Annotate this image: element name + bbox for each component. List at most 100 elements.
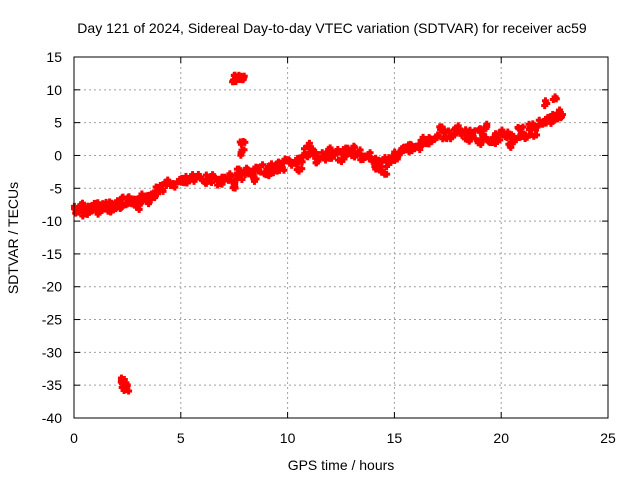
data-point [241,138,249,146]
data-point [233,176,241,184]
data-point [544,114,552,122]
data-point [303,152,311,160]
y-tick-label: -15 [42,246,62,262]
chart-title: Day 121 of 2024, Sidereal Day-to-day VTE… [77,20,587,36]
data-point [231,184,239,192]
series-scatter-band [79,93,560,220]
data-point [75,208,83,216]
data-point [438,123,446,131]
data-point [125,387,133,395]
data-point [339,146,347,154]
data-point [533,131,541,139]
data-point [195,173,203,181]
data-point [215,177,223,185]
x-tick-labels: 0 5 10 15 20 25 [70,430,616,446]
data-point [419,133,427,141]
data-point [523,133,531,141]
series-outlier-high [229,71,248,86]
plot-frame [73,56,609,419]
data-point [428,137,436,145]
data-point [411,145,419,153]
data-point [452,127,460,135]
data-point [479,130,487,138]
data-point [351,144,359,152]
data-point [498,128,506,136]
data-point [237,140,245,148]
data-point [406,140,414,148]
data-point [477,126,485,134]
data-point [113,203,121,211]
data-point [165,179,173,187]
y-tick-label: 10 [46,82,62,98]
data-point [422,140,430,148]
data-point [507,143,515,151]
data-point [199,177,207,185]
data-point [259,161,267,169]
data-point [202,171,210,179]
data-point [464,128,472,136]
data-point [235,71,243,79]
data-point [430,136,438,144]
data-point [293,166,301,174]
data-point [471,127,479,135]
data-point [547,119,555,127]
data-point [286,157,294,165]
data-point [466,126,474,134]
grid [74,57,608,418]
data-point [231,71,239,79]
data-point [159,187,167,195]
data-point [527,130,535,138]
ticks [73,56,609,419]
data-point [101,205,109,213]
y-tick-label: -40 [42,410,62,426]
data-point [238,176,246,184]
data-point [308,149,316,157]
data-point [391,148,399,156]
data-point [214,181,222,189]
data-point [322,151,330,159]
data-point [116,204,124,212]
data-point [484,137,492,145]
data-point [334,145,342,153]
x-tick-label: 5 [177,430,185,446]
y-tick-label: -5 [50,180,63,196]
data-point [102,198,110,206]
data-point [115,200,123,208]
data-point [492,130,500,138]
data-point [378,168,386,176]
x-axis-label: GPS time / hours [288,457,395,473]
data-point [543,100,551,108]
data-point [292,160,300,168]
data-point [208,178,216,186]
data-point [357,152,365,160]
data-point [444,127,452,135]
y-axis-label: SDTVAR / TECUs [5,182,21,294]
data-point [288,161,296,169]
data-point [267,169,275,177]
data-point [134,198,142,206]
data-point [120,375,128,383]
data-point [465,133,473,141]
data-point [113,197,121,205]
data-point [144,197,152,205]
data-point [135,205,143,213]
data-point [359,156,367,164]
data-point [264,163,272,171]
data-point [257,168,265,176]
data-point [298,165,306,173]
data-point [508,131,516,139]
data-point [521,131,529,139]
data-point [301,145,309,153]
data-point [443,135,451,143]
data-point [249,169,257,177]
y-tick-label: 5 [54,115,62,131]
data-point [240,73,248,81]
data-point [298,153,306,161]
data-point [121,384,129,392]
data-point [456,125,464,133]
data-point [273,164,281,172]
data-point [322,156,330,164]
data-point [372,154,380,162]
